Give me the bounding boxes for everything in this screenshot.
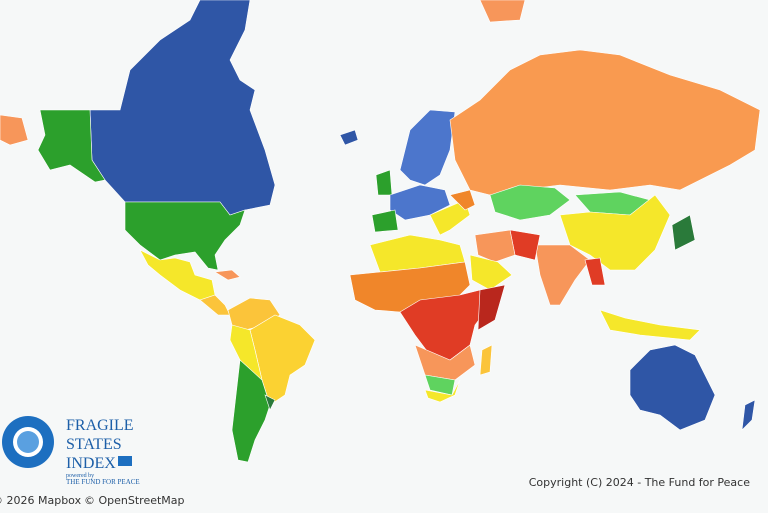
iceland — [339, 129, 359, 146]
alaska — [37, 109, 106, 183]
central-africa — [399, 289, 491, 361]
osm-attribution[interactable]: © OpenStreetMap — [84, 494, 185, 507]
iran-iraq — [474, 229, 516, 263]
australia — [629, 344, 716, 431]
argentina-chile — [231, 359, 271, 463]
countries — [0, 0, 761, 463]
china — [559, 194, 671, 271]
logo-globe-inner — [17, 431, 39, 453]
russia-east — [0, 114, 29, 146]
mexico — [139, 249, 216, 301]
arabia — [469, 254, 513, 291]
logo-title: INDEX — [66, 455, 116, 472]
india — [534, 244, 591, 306]
logo-badge — [118, 456, 132, 466]
logo: FRAGILE STATES INDEX powered by THE FUND… — [2, 416, 140, 486]
copyright: Copyright (C) 2024 - The Fund for Peace — [529, 476, 750, 489]
ukraine — [449, 189, 476, 211]
madagascar — [479, 344, 493, 376]
usa — [124, 201, 246, 271]
kazakhstan — [489, 184, 571, 221]
logo-title: STATES — [66, 436, 122, 453]
new-zealand — [741, 399, 756, 431]
logo-org: THE FUND FOR PEACE — [66, 478, 140, 486]
canada — [89, 0, 276, 216]
uruguay — [264, 394, 276, 411]
iberia — [371, 209, 399, 233]
arctic-islands — [479, 0, 526, 23]
south-africa — [424, 379, 461, 403]
scandinavia — [399, 109, 456, 186]
horn — [477, 284, 506, 331]
central-america — [199, 294, 231, 316]
mapbox-attribution[interactable]: © 2026 Mapbox — [0, 494, 82, 507]
logo-title: FRAGILE — [66, 417, 134, 434]
myanmar — [584, 257, 606, 286]
indonesia — [599, 309, 701, 341]
japan — [671, 214, 696, 251]
caribbean — [214, 269, 241, 281]
logo-powered: powered by — [66, 473, 94, 479]
